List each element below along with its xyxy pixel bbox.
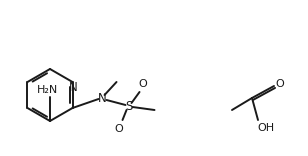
Text: O: O: [138, 79, 147, 89]
Text: O: O: [114, 124, 123, 134]
Text: H₂N: H₂N: [37, 85, 59, 95]
Text: O: O: [276, 79, 284, 89]
Text: N: N: [69, 81, 78, 94]
Text: N: N: [98, 92, 107, 105]
Text: OH: OH: [257, 123, 274, 133]
Text: S: S: [125, 100, 132, 112]
